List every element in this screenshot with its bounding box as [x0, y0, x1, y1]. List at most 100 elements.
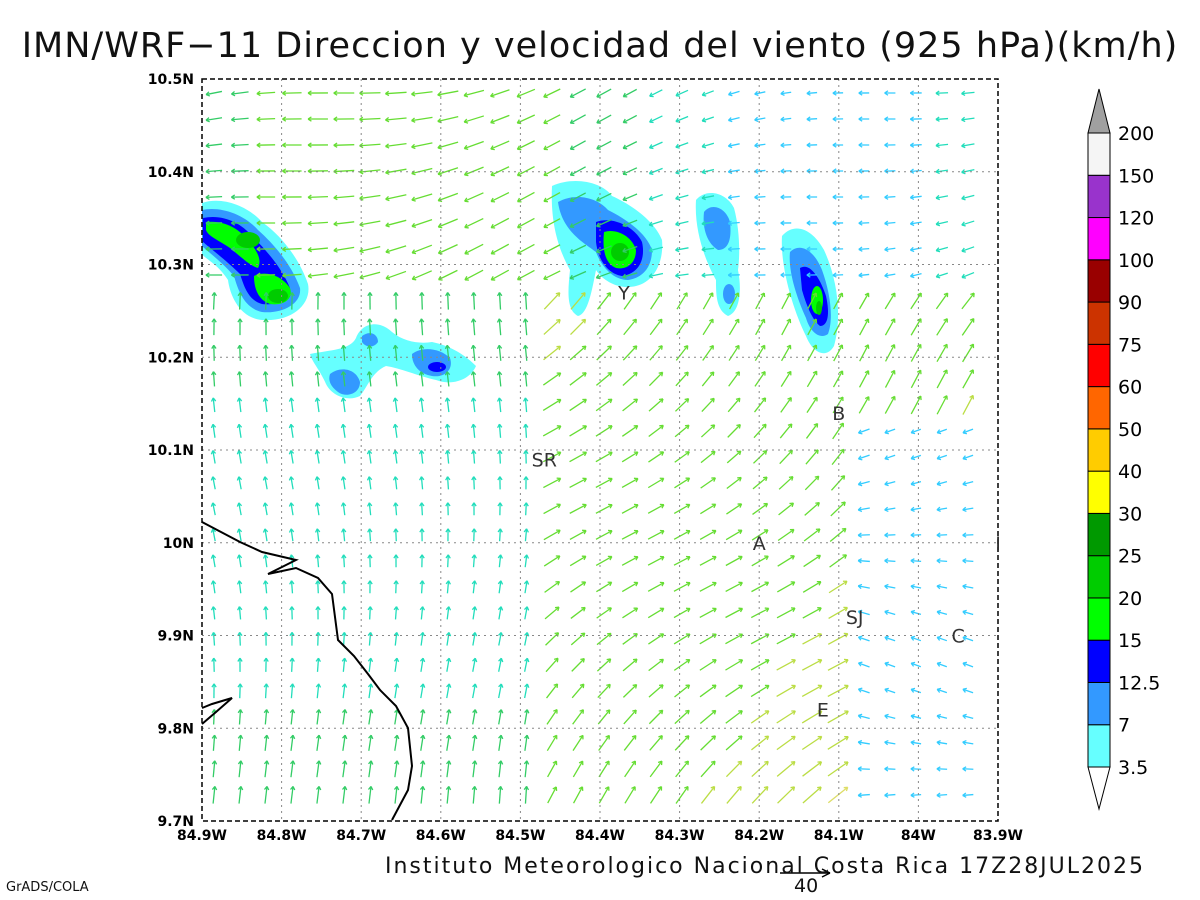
- wind-arrow: [753, 423, 767, 439]
- wind-arrow: [497, 760, 504, 778]
- wind-arrow: [366, 344, 373, 361]
- wind-arrow: [359, 90, 381, 96]
- wind-arrow: [543, 218, 561, 229]
- wind-arrow: [962, 792, 974, 798]
- wind-arrow: [858, 116, 870, 122]
- place-label: SR: [532, 449, 557, 471]
- wind-arrow: [622, 219, 638, 228]
- wind-arrow: [806, 272, 818, 278]
- wind-arrow: [211, 760, 218, 778]
- wind-arrow: [702, 292, 714, 310]
- wind-arrow: [806, 194, 818, 200]
- wind-arrow: [516, 217, 535, 229]
- wind-arrow: [236, 528, 243, 542]
- wind-arrow: [392, 476, 399, 490]
- wind-arrow: [802, 786, 822, 804]
- wind-arrow: [367, 683, 374, 699]
- wind-arrow: [936, 480, 948, 487]
- wind-arrow: [754, 194, 766, 200]
- wind-arrow: [884, 369, 896, 388]
- colorbar-swatch: [1087, 681, 1111, 726]
- wind-arrow: [445, 632, 452, 646]
- wind-arrow: [728, 318, 740, 336]
- wind-arrow: [858, 168, 870, 174]
- wind-arrow: [833, 292, 844, 310]
- wind-arrow: [675, 760, 690, 778]
- wind-arrow: [725, 633, 744, 645]
- wind-arrow: [621, 477, 639, 489]
- wind-arrow: [256, 272, 276, 278]
- wind-arrow: [598, 760, 610, 778]
- wind-arrow: [543, 345, 562, 361]
- wind-arrow: [857, 661, 870, 668]
- wind-arrow: [524, 632, 530, 646]
- wind-arrow: [725, 760, 743, 778]
- wind-arrow: [497, 528, 503, 542]
- wind-arrow: [962, 635, 974, 642]
- wind-arrow: [333, 90, 355, 96]
- wind-arrow: [884, 428, 896, 435]
- wind-arrow: [543, 166, 561, 177]
- wind-arrow: [411, 218, 433, 228]
- wind-arrow: [445, 554, 451, 568]
- wind-arrow: [236, 580, 243, 594]
- wind-arrow: [543, 192, 561, 203]
- wind-arrow: [961, 318, 975, 336]
- wind-arrow: [597, 683, 611, 699]
- wind-arrow: [754, 220, 766, 226]
- wind-arrow: [472, 734, 478, 751]
- wind-arrow: [830, 475, 846, 491]
- wind-arrow: [648, 272, 664, 279]
- wind-arrow: [333, 246, 355, 253]
- wind-arrow: [444, 371, 451, 387]
- wind-arrow: [211, 318, 217, 336]
- wind-arrow: [751, 555, 769, 567]
- wind-arrow: [367, 786, 374, 804]
- wind-arrow: [289, 734, 296, 751]
- colorbar-swatch: [1087, 512, 1111, 557]
- wind-arrow: [393, 657, 400, 672]
- wind-arrow: [420, 709, 426, 725]
- wind-arrow: [909, 246, 922, 253]
- wind-arrow: [418, 318, 425, 336]
- wind-arrow: [570, 632, 586, 646]
- wind-arrow: [282, 142, 302, 148]
- wind-arrow: [419, 632, 426, 646]
- colorbar-max-arrow: [1087, 88, 1111, 134]
- wind-arrow: [674, 398, 690, 412]
- wind-arrow: [648, 220, 663, 227]
- wind-arrow: [544, 580, 561, 593]
- wind-arrow: [289, 709, 296, 725]
- wind-arrow: [340, 476, 347, 490]
- wind-arrow: [463, 115, 485, 124]
- wind-arrow: [805, 449, 819, 465]
- wind-arrow: [962, 609, 974, 616]
- colorbar-level-label: 60: [1118, 377, 1142, 399]
- wind-arrow: [751, 529, 769, 541]
- wind-arrow: [780, 370, 792, 387]
- wind-arrow: [523, 502, 529, 516]
- wind-arrow: [622, 193, 638, 202]
- wind-arrow: [857, 713, 870, 720]
- wind-arrow: [909, 116, 922, 122]
- wind-arrow: [755, 318, 766, 336]
- wind-arrow: [622, 345, 638, 361]
- wind-arrow: [522, 344, 529, 361]
- wind-arrow: [962, 713, 974, 720]
- wind-arrow: [827, 786, 849, 804]
- wind-arrow: [289, 318, 295, 336]
- wind-arrow: [806, 220, 818, 226]
- wind-arrow: [910, 558, 922, 564]
- wind-arrow: [962, 766, 974, 772]
- wind-arrow: [649, 760, 663, 778]
- wind-arrow: [648, 633, 665, 645]
- wind-arrow: [650, 292, 663, 310]
- wind-arrow: [543, 503, 561, 515]
- wind-arrow: [776, 760, 796, 777]
- wind-arrow: [523, 760, 530, 778]
- wind-arrow: [342, 734, 348, 751]
- wind-arrow: [622, 141, 638, 150]
- wind-arrow: [340, 502, 347, 516]
- wind-arrow: [210, 528, 217, 542]
- colorbar-level-label: 12.5: [1118, 672, 1160, 694]
